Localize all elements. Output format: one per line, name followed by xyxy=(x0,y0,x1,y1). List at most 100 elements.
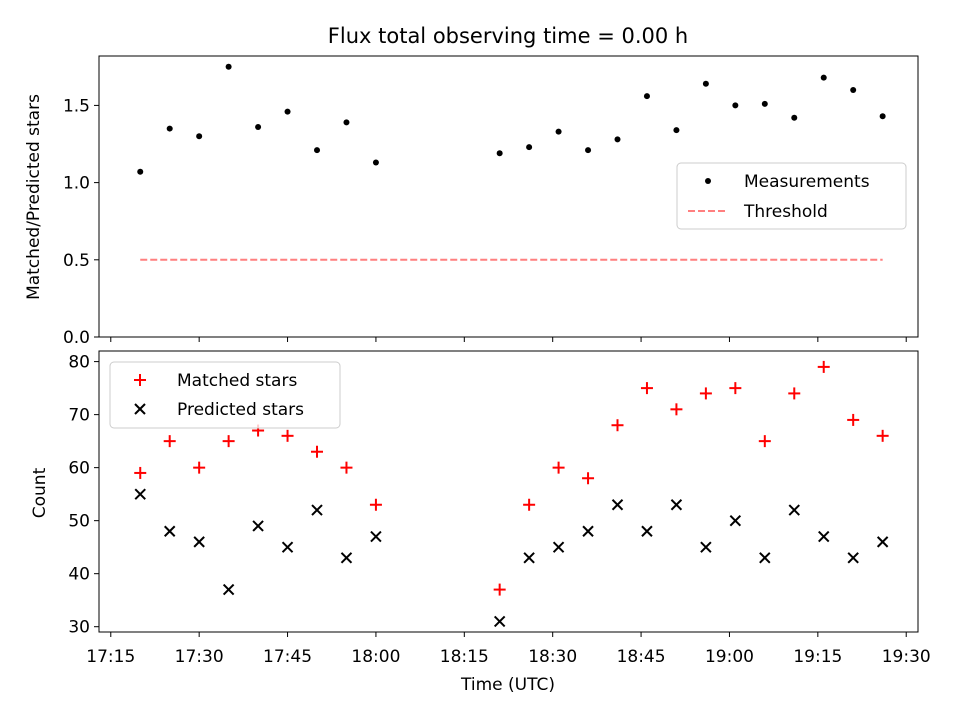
matched-star-point xyxy=(552,461,565,474)
matched-star-point xyxy=(640,382,653,395)
count-plot-area xyxy=(98,350,919,633)
measurement-point xyxy=(555,128,562,135)
count-ytick-label: 60 xyxy=(68,459,90,479)
count-xtick-label: 17:45 xyxy=(263,647,312,667)
legend-label-threshold: Threshold xyxy=(743,202,828,222)
measurement-point xyxy=(137,168,144,175)
measurement-point xyxy=(372,159,379,166)
count-xtick-label: 18:00 xyxy=(351,647,400,667)
ratio-panel: Matched/Predicted stars 0.0 0.5 1.0 1.5 Mea… xyxy=(24,55,919,348)
legend-label-measurements: Measurements xyxy=(744,172,870,192)
matched-star-point xyxy=(163,435,176,448)
count-xtick-label: 19:15 xyxy=(793,647,842,667)
predicted-star-point xyxy=(700,541,712,553)
matched-star-point xyxy=(582,472,595,485)
measurement-point xyxy=(314,147,321,154)
measurement-point xyxy=(225,63,232,70)
legend-marker-predicted xyxy=(134,403,146,415)
matched-star-point xyxy=(817,360,830,373)
count-xtick-label: 17:30 xyxy=(175,647,224,667)
ratio-ytick-label: 0.0 xyxy=(63,328,90,348)
predicted-star-point xyxy=(340,552,353,564)
matched-star-point xyxy=(193,461,206,474)
predicted-star-point xyxy=(729,514,742,527)
predicted-star-point xyxy=(523,552,535,564)
legend-label-predicted: Predicted stars xyxy=(177,400,304,420)
predicted-star-point xyxy=(759,552,771,564)
measurement-point xyxy=(820,74,827,81)
legend-marker-matched xyxy=(134,374,146,386)
count-panel: Count Time (UTC) 30 40 50 60 70 80 17:15 17:30 1… xyxy=(30,350,931,695)
predicted-star-point xyxy=(193,536,205,548)
predicted-star-point xyxy=(876,536,889,548)
count-ytick-label: 70 xyxy=(68,406,90,426)
matched-star-point xyxy=(847,413,860,426)
matched-star-point xyxy=(493,583,506,596)
measurement-point xyxy=(673,127,680,134)
count-legend: Matched stars Predicted stars xyxy=(109,361,341,429)
measurement-point xyxy=(791,114,798,121)
ratio-ytick-label: 1.0 xyxy=(63,174,90,194)
matched-star-point xyxy=(699,387,712,400)
predicted-star-point xyxy=(493,615,506,628)
count-xtick-label: 18:15 xyxy=(440,647,489,667)
count-axis: 30 40 50 60 70 80 17:15 17:30 17:45 18:00 18:15 18:… xyxy=(68,353,930,667)
ratio-ytick-label: 1.5 xyxy=(63,96,90,116)
count-ytick-label: 80 xyxy=(68,353,90,373)
ratio-legend-box xyxy=(676,162,907,230)
predicted-star-point xyxy=(163,525,176,537)
matched-star-point xyxy=(788,387,801,400)
measurement-point xyxy=(614,136,621,143)
measurement-point xyxy=(284,108,291,115)
measurement-point xyxy=(643,93,650,100)
predicted-star-point xyxy=(311,504,323,516)
matched-star-point xyxy=(311,445,324,458)
ratio-ylabel: Matched/Predicted stars xyxy=(24,94,44,300)
predicted-star-point xyxy=(281,541,294,553)
matched-star-point xyxy=(523,498,536,511)
count-xtick-label: 18:30 xyxy=(528,647,577,667)
predicted-star-point xyxy=(641,525,653,537)
predicted-star-point xyxy=(134,488,146,500)
measurement-point xyxy=(496,150,503,157)
ratio-plot-area xyxy=(98,55,919,338)
matched-star-point xyxy=(758,435,771,448)
measurement-point xyxy=(526,144,533,151)
measurement-point xyxy=(196,133,203,140)
measurement-point xyxy=(255,124,262,131)
matched-star-point xyxy=(729,382,742,395)
measurement-point xyxy=(343,119,350,126)
count-ytick-label: 30 xyxy=(68,618,90,638)
matched-star-point xyxy=(369,498,382,511)
matched-star-point xyxy=(876,429,889,442)
count-ytick-label: 40 xyxy=(68,565,90,585)
ratio-legend: Measurements Threshold xyxy=(676,162,907,230)
count-ylabel: Count xyxy=(30,467,50,518)
predicted-star-point xyxy=(847,552,859,564)
measurement-point xyxy=(702,80,709,87)
matched-star-point xyxy=(281,429,294,442)
legend-marker-measurements xyxy=(705,178,711,184)
count-ytick-label: 50 xyxy=(68,512,90,532)
ratio-ytick-label: 0.5 xyxy=(63,251,90,271)
ratio-axis: 0.0 0.5 1.0 1.5 xyxy=(63,96,907,348)
matched-star-point xyxy=(340,461,353,474)
measurement-point xyxy=(585,147,592,154)
measurement-point xyxy=(850,86,857,93)
measurement-point xyxy=(761,100,768,107)
count-xtick-label: 19:30 xyxy=(882,647,931,667)
matched-star-point xyxy=(611,419,624,432)
legend-label-matched: Matched stars xyxy=(177,371,297,391)
predicted-star-point xyxy=(818,530,830,543)
predicted-star-point xyxy=(370,530,382,543)
predicted-star-point xyxy=(670,499,683,511)
matched-star-point xyxy=(670,403,683,416)
matched-star-point xyxy=(222,435,235,448)
predicted-star-point xyxy=(252,520,264,532)
predicted-star-point xyxy=(788,504,800,516)
count-xtick-label: 17:15 xyxy=(86,647,135,667)
measurement-point xyxy=(879,113,886,120)
count-xtick-label: 18:45 xyxy=(617,647,666,667)
count-xlabel: Time (UTC) xyxy=(460,675,555,695)
